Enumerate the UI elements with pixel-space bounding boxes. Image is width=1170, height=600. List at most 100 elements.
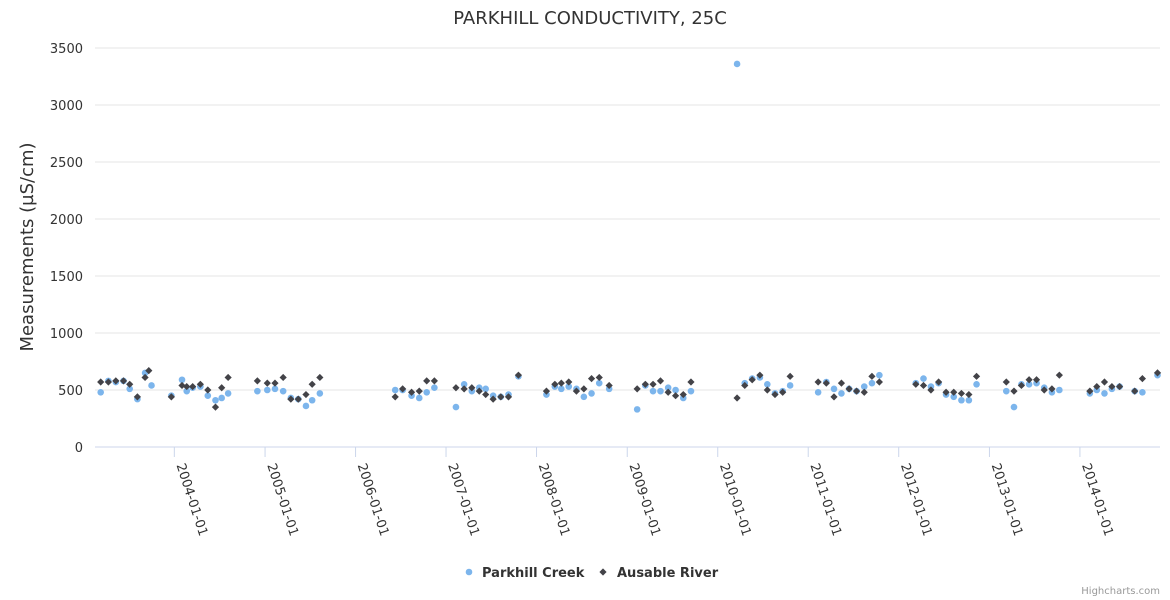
legend-item-parkhill-creek[interactable]: Parkhill Creek <box>465 566 585 581</box>
parkhill-creek-point[interactable] <box>588 390 595 397</box>
ausable-river-point[interactable] <box>1002 378 1010 386</box>
ausable-river-point[interactable] <box>756 371 764 379</box>
ausable-river-point[interactable] <box>633 385 641 393</box>
parkhill-creek-point[interactable] <box>814 388 822 396</box>
credits-link[interactable]: Highcharts.com <box>1081 586 1160 597</box>
parkhill-creek-point[interactable] <box>868 379 876 387</box>
ausable-river-point[interactable] <box>308 380 316 388</box>
ausable-river-point[interactable] <box>771 390 779 399</box>
parkhill-creek-point[interactable] <box>254 387 261 395</box>
ausable-river-point[interactable] <box>1115 382 1124 391</box>
ausable-river-point[interactable] <box>557 379 565 387</box>
ausable-river-point[interactable] <box>656 377 665 385</box>
parkhill-creek-point[interactable] <box>657 387 664 395</box>
parkhill-creek-point[interactable] <box>595 379 603 387</box>
parkhill-creek-point[interactable] <box>452 403 460 411</box>
legend-item-ausable-river[interactable]: Ausable River <box>599 566 719 581</box>
ausable-river-point[interactable] <box>104 378 112 386</box>
ausable-river-point[interactable] <box>671 392 680 400</box>
ausable-river-point[interactable] <box>1100 378 1109 386</box>
parkhill-creek-point[interactable] <box>224 390 232 397</box>
parkhill-creek-point[interactable] <box>391 386 399 394</box>
ausable-river-point[interactable] <box>97 378 105 386</box>
parkhill-creek-point[interactable] <box>1139 388 1146 396</box>
ausable-river-point[interactable] <box>814 378 822 386</box>
ausable-river-point[interactable] <box>972 372 981 380</box>
ausable-river-point[interactable] <box>641 380 649 388</box>
ausable-river-point[interactable] <box>391 393 399 401</box>
ausable-river-point[interactable] <box>1108 382 1116 391</box>
ausable-river-point[interactable] <box>605 381 613 390</box>
ausable-river-point[interactable] <box>189 382 197 391</box>
parkhill-creek-point[interactable] <box>271 385 279 393</box>
parkhill-creek-point[interactable] <box>316 390 324 397</box>
ausable-river-point[interactable] <box>1131 387 1139 395</box>
ausable-river-point[interactable] <box>779 388 787 396</box>
ausable-river-point[interactable] <box>271 379 279 387</box>
ausable-river-point[interactable] <box>1093 382 1101 391</box>
ausable-river-point[interactable] <box>263 379 271 387</box>
ausable-river-point[interactable] <box>1040 386 1048 394</box>
parkhill-creek-point[interactable] <box>183 387 191 395</box>
ausable-river-point[interactable] <box>687 378 695 386</box>
ausable-river-point[interactable] <box>399 385 407 393</box>
ausable-river-point[interactable] <box>679 390 687 399</box>
ausable-river-point[interactable] <box>1153 369 1162 377</box>
parkhill-creek-point[interactable] <box>920 375 927 382</box>
ausable-river-point[interactable] <box>302 390 310 399</box>
parkhill-creek-point[interactable] <box>580 393 588 401</box>
ausable-river-point[interactable] <box>935 378 943 386</box>
ausable-river-point[interactable] <box>497 393 505 401</box>
ausable-river-point[interactable] <box>965 390 973 399</box>
parkhill-creek-point[interactable] <box>1002 387 1010 395</box>
ausable-river-point[interactable] <box>927 386 935 394</box>
ausable-river-point[interactable] <box>664 388 672 396</box>
parkhill-creek-point[interactable] <box>1025 381 1033 388</box>
parkhill-creek-point[interactable] <box>1010 403 1018 411</box>
ausable-river-point[interactable] <box>837 379 846 387</box>
parkhill-creek-point[interactable] <box>733 60 741 68</box>
ausable-river-point[interactable] <box>822 379 830 387</box>
ausable-river-point[interactable] <box>1017 381 1026 390</box>
parkhill-creek-point[interactable] <box>218 394 225 402</box>
ausable-river-point[interactable] <box>542 387 551 395</box>
ausable-river-point[interactable] <box>957 389 966 398</box>
ausable-river-point[interactable] <box>845 385 853 393</box>
ausable-river-point[interactable] <box>868 372 876 380</box>
parkhill-creek-point[interactable] <box>672 386 679 394</box>
parkhill-creek-point[interactable] <box>431 384 438 392</box>
ausable-river-point[interactable] <box>316 373 324 382</box>
ausable-river-point[interactable] <box>460 385 468 393</box>
ausable-river-point[interactable] <box>279 373 287 382</box>
parkhill-creek-point[interactable] <box>423 388 430 396</box>
ausable-river-point[interactable] <box>468 384 476 392</box>
ausable-river-point[interactable] <box>830 393 838 401</box>
ausable-river-point[interactable] <box>475 387 483 395</box>
parkhill-creek-point[interactable] <box>204 392 212 400</box>
ausable-river-point[interactable] <box>852 387 861 395</box>
ausable-river-point[interactable] <box>211 403 220 411</box>
ausable-river-point[interactable] <box>119 377 128 385</box>
ausable-river-point[interactable] <box>1055 371 1063 379</box>
ausable-river-point[interactable] <box>741 381 749 390</box>
ausable-river-point[interactable] <box>1032 376 1041 384</box>
ausable-river-point[interactable] <box>407 388 416 396</box>
parkhill-creek-point[interactable] <box>415 394 423 402</box>
parkhill-creek-point[interactable] <box>860 383 868 390</box>
ausable-river-point[interactable] <box>733 394 741 402</box>
ausable-river-point[interactable] <box>224 373 232 382</box>
ausable-river-point[interactable] <box>1048 385 1056 393</box>
parkhill-creek-point[interactable] <box>279 387 287 395</box>
parkhill-creek-point[interactable] <box>950 393 958 401</box>
ausable-river-point[interactable] <box>196 380 204 388</box>
parkhill-creek-point[interactable] <box>649 387 657 395</box>
ausable-river-point[interactable] <box>942 388 950 396</box>
ausable-river-point[interactable] <box>912 380 920 388</box>
ausable-river-point[interactable] <box>1138 375 1146 383</box>
ausable-river-point[interactable] <box>763 386 771 394</box>
parkhill-creek-point[interactable] <box>308 396 316 404</box>
parkhill-creek-point[interactable] <box>664 384 672 392</box>
parkhill-creek-point[interactable] <box>830 385 838 393</box>
parkhill-creek-point[interactable] <box>148 382 155 389</box>
ausable-river-point[interactable] <box>860 388 868 396</box>
